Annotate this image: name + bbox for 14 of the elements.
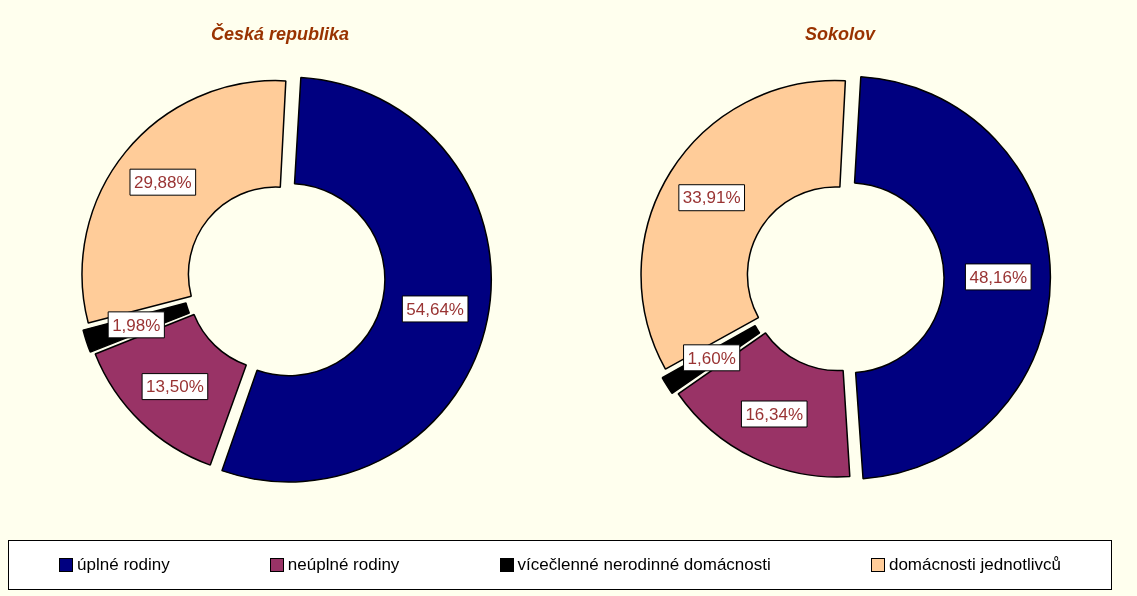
data-label: 13,50% bbox=[146, 377, 204, 397]
legend-label: úplné rodiny bbox=[76, 555, 170, 575]
legend-label: neúplné rodiny bbox=[286, 555, 400, 575]
data-label: 16,34% bbox=[745, 404, 804, 424]
legend-label: vícečlenné nerodinné domácnosti bbox=[516, 555, 771, 575]
data-label: 29,88% bbox=[133, 172, 192, 192]
chart-title: Sokolov bbox=[804, 23, 876, 44]
legend-label: domácnosti jednotlivců bbox=[887, 555, 1061, 575]
data-label: 1,98% bbox=[112, 315, 161, 335]
chart-title: Česká republika bbox=[210, 22, 350, 44]
data-label: 54,64% bbox=[406, 299, 464, 319]
data-label: 48,16% bbox=[969, 267, 1028, 287]
data-label: 33,91% bbox=[682, 188, 741, 208]
data-label: 1,60% bbox=[687, 348, 736, 368]
